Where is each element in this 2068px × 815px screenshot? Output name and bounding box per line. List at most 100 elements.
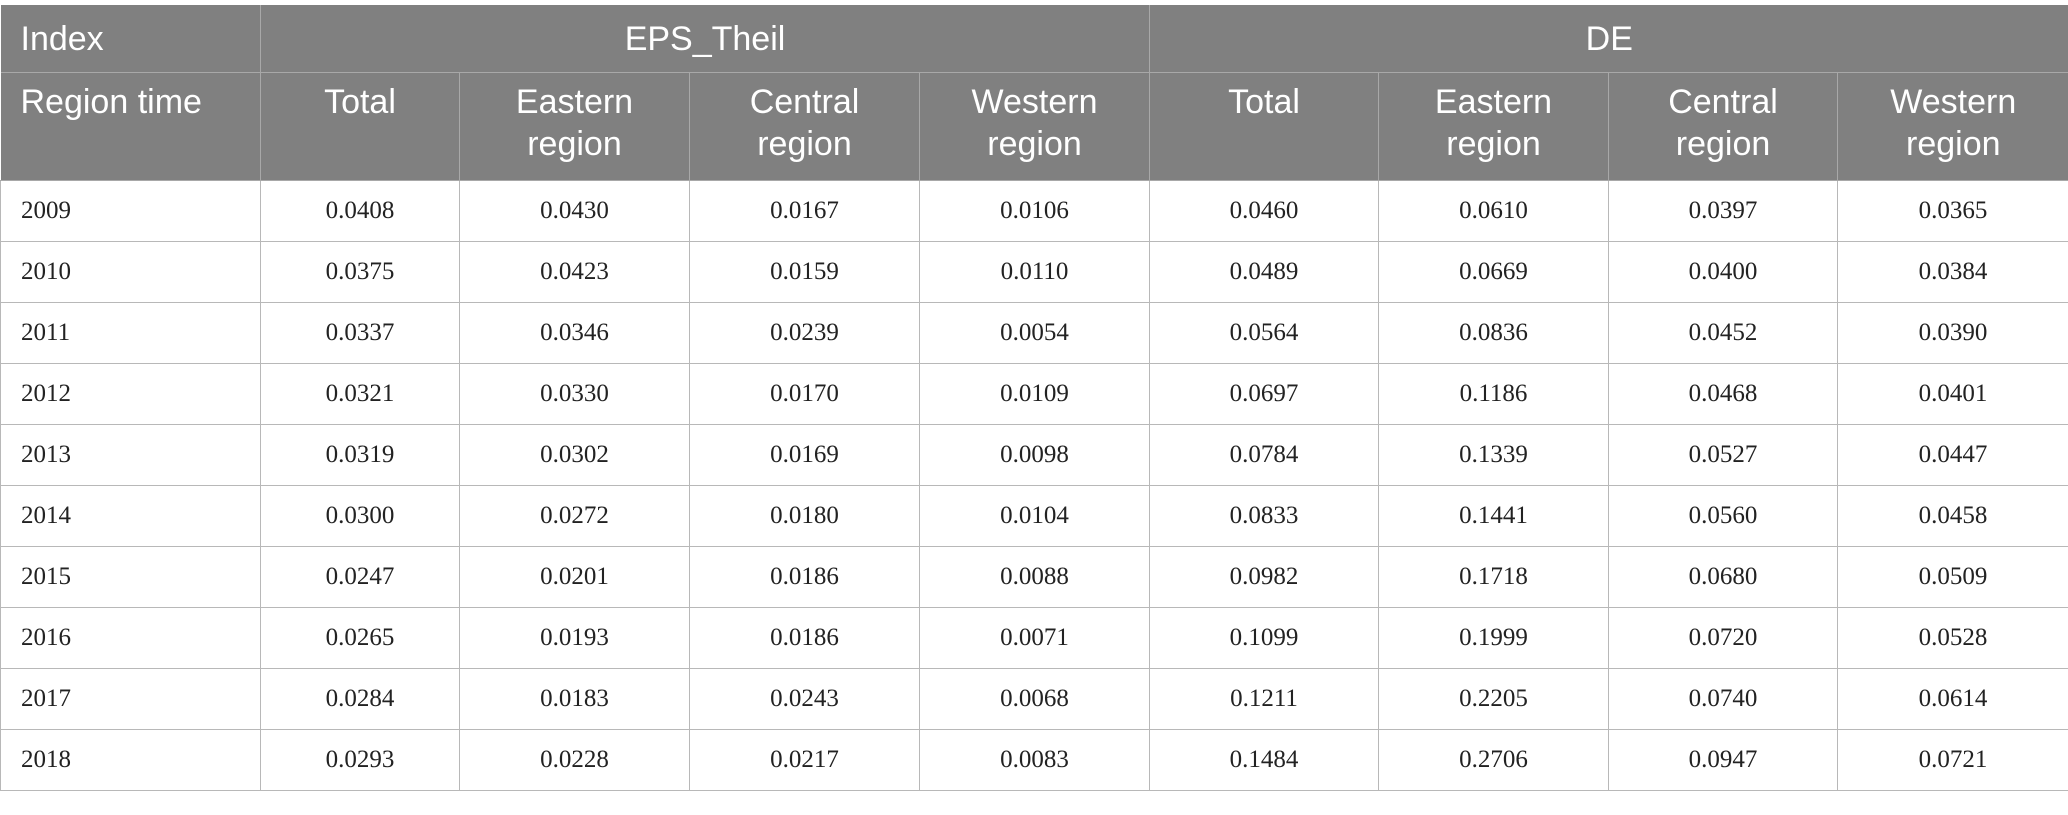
value-cell: 0.0408 — [260, 180, 460, 242]
value-cell: 0.0272 — [459, 485, 690, 547]
value-cell: 0.0186 — [689, 607, 920, 669]
value-cell: 0.0346 — [459, 302, 690, 364]
value-cell: 0.0397 — [1608, 180, 1839, 242]
data-row: 2016 0.0265 0.0193 0.0186 0.0071 0.1099 0.1999… — [0, 607, 2068, 669]
value-cell: 0.0833 — [1149, 485, 1380, 547]
value-cell: 0.0447 — [1837, 424, 2068, 486]
value-cell: 0.1718 — [1378, 546, 1610, 608]
year-cell: 2018 — [0, 729, 261, 791]
value-cell: 0.0400 — [1608, 241, 1839, 303]
value-cell: 0.0375 — [260, 241, 460, 303]
value-cell: 0.1186 — [1378, 363, 1610, 425]
value-cell: 0.0528 — [1837, 607, 2068, 669]
value-cell: 0.0614 — [1837, 668, 2068, 730]
year-cell: 2012 — [0, 363, 261, 425]
value-cell: 0.0401 — [1837, 363, 2068, 425]
value-cell: 0.0720 — [1608, 607, 1839, 669]
value-cell: 0.0098 — [918, 424, 1151, 486]
data-row: 2014 0.0300 0.0272 0.0180 0.0104 0.0833 0.1441… — [0, 485, 2068, 547]
value-cell: 0.0460 — [1149, 180, 1380, 242]
group-header: DE — [1149, 5, 2068, 73]
value-cell: 0.1484 — [1149, 729, 1380, 791]
value-cell: 0.0740 — [1608, 668, 1839, 730]
column-header: Total — [260, 72, 460, 181]
value-cell: 0.0170 — [689, 363, 920, 425]
value-cell: 0.0159 — [689, 241, 920, 303]
value-cell: 0.0564 — [1149, 302, 1380, 364]
value-cell: 0.0680 — [1608, 546, 1839, 608]
value-cell: 0.0527 — [1608, 424, 1839, 486]
data-row: 2018 0.0293 0.0228 0.0217 0.0083 0.1484 0.2706… — [0, 729, 2068, 791]
year-cell: 2010 — [0, 241, 261, 303]
data-row: 2010 0.0375 0.0423 0.0159 0.0110 0.0489 0.0669… — [0, 241, 2068, 303]
value-cell: 0.0243 — [689, 668, 920, 730]
value-cell: 0.0384 — [1837, 241, 2068, 303]
column-header: Central region — [689, 72, 920, 181]
value-cell: 0.0193 — [459, 607, 690, 669]
value-cell: 0.0390 — [1837, 302, 2068, 364]
value-cell: 0.0083 — [918, 729, 1151, 791]
year-cell: 2014 — [0, 485, 261, 547]
value-cell: 0.0247 — [260, 546, 460, 608]
value-cell: 0.1211 — [1149, 668, 1380, 730]
column-header: Western region — [918, 72, 1150, 181]
year-cell: 2011 — [0, 302, 261, 364]
value-cell: 0.1999 — [1378, 607, 1610, 669]
value-cell: 0.0468 — [1608, 363, 1839, 425]
column-header: Total — [1149, 72, 1379, 181]
data-row: 2009 0.0408 0.0430 0.0167 0.0106 0.0460 0.0610… — [0, 180, 2068, 242]
value-cell: 0.0509 — [1837, 546, 2068, 608]
value-cell: 0.0088 — [918, 546, 1151, 608]
year-cell: 2013 — [0, 424, 261, 486]
value-cell: 0.0186 — [689, 546, 920, 608]
value-cell: 0.0669 — [1378, 241, 1610, 303]
subheader-row: Region time Total Eastern region Central re… — [0, 72, 2068, 181]
year-cell: 2017 — [0, 668, 261, 730]
data-row: 2017 0.0284 0.0183 0.0243 0.0068 0.1211 0.2205… — [0, 668, 2068, 730]
value-cell: 0.0180 — [689, 485, 920, 547]
value-cell: 0.0293 — [260, 729, 460, 791]
value-cell: 0.0721 — [1837, 729, 2068, 791]
value-cell: 0.0071 — [918, 607, 1151, 669]
value-cell: 0.0217 — [689, 729, 920, 791]
data-table: Index EPS_Theil DE Region time Total Eastern … — [0, 5, 2068, 791]
value-cell: 0.0321 — [260, 363, 460, 425]
column-header: Central region — [1608, 72, 1838, 181]
value-cell: 0.0169 — [689, 424, 920, 486]
value-cell: 0.0104 — [918, 485, 1151, 547]
header-row: Index EPS_Theil DE — [0, 5, 2068, 73]
value-cell: 0.0423 — [459, 241, 690, 303]
column-header: Region time — [0, 72, 261, 181]
value-cell: 0.0068 — [918, 668, 1151, 730]
value-cell: 0.0330 — [459, 363, 690, 425]
value-cell: 0.0284 — [260, 668, 460, 730]
value-cell: 0.1441 — [1378, 485, 1610, 547]
value-cell: 0.0458 — [1837, 485, 2068, 547]
value-cell: 0.1339 — [1378, 424, 1610, 486]
value-cell: 0.0784 — [1149, 424, 1380, 486]
value-cell: 0.0265 — [260, 607, 460, 669]
value-cell: 0.0239 — [689, 302, 920, 364]
value-cell: 0.0106 — [918, 180, 1151, 242]
data-row: 2013 0.0319 0.0302 0.0169 0.0098 0.0784 0.1339… — [0, 424, 2068, 486]
year-cell: 2016 — [0, 607, 261, 669]
value-cell: 0.0228 — [459, 729, 690, 791]
group-header: EPS_Theil — [259, 5, 1150, 73]
data-row: 2012 0.0321 0.0330 0.0170 0.0109 0.0697 0.1186… — [0, 363, 2068, 425]
value-cell: 0.0982 — [1149, 546, 1380, 608]
value-cell: 0.0201 — [459, 546, 690, 608]
value-cell: 0.0365 — [1837, 180, 2068, 242]
value-cell: 0.0167 — [689, 180, 920, 242]
data-row: 2015 0.0247 0.0201 0.0186 0.0088 0.0982 0.1718… — [0, 546, 2068, 608]
value-cell: 0.2205 — [1378, 668, 1610, 730]
value-cell: 0.0109 — [918, 363, 1151, 425]
year-cell: 2015 — [0, 546, 261, 608]
value-cell: 0.0452 — [1608, 302, 1839, 364]
value-cell: 0.0337 — [260, 302, 460, 364]
value-cell: 0.0110 — [918, 241, 1151, 303]
value-cell: 0.0610 — [1378, 180, 1610, 242]
value-cell: 0.0489 — [1149, 241, 1380, 303]
group-header: Index — [0, 5, 261, 73]
column-header: Eastern region — [1378, 72, 1609, 181]
